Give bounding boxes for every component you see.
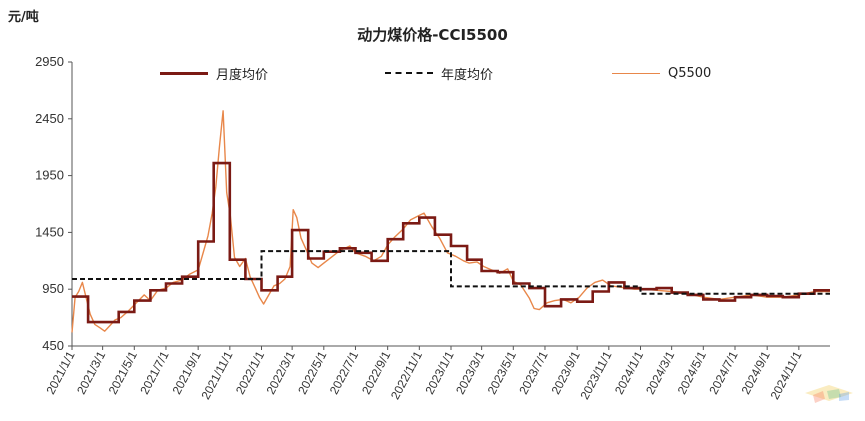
x-tick-label: 2023/5/1	[485, 349, 519, 397]
x-tick-label: 2022/9/1	[359, 349, 393, 397]
x-tick-label: 2023/1/1	[422, 349, 456, 397]
watermark-logo	[805, 385, 853, 403]
y-tick-label: 2950	[35, 54, 64, 69]
y-tick-label: 1950	[35, 168, 64, 183]
x-tick-label: 2022/11/1	[388, 349, 425, 402]
y-tick-label: 2450	[35, 111, 64, 126]
legend-item-annual-avg: 年度均价	[385, 63, 493, 83]
x-tick-label: 2023/7/1	[516, 349, 550, 397]
chart-title: 动力煤价格-CCI5500	[357, 26, 508, 44]
y-axis-unit-label: 元/吨	[8, 10, 39, 25]
legend-swatch-monthly-avg	[160, 71, 208, 75]
legend-swatch-annual-avg	[385, 72, 433, 74]
x-tick-label: 2023/11/1	[577, 349, 614, 402]
legend-label-q5500: Q5500	[668, 65, 712, 81]
y-tick-label: 1450	[35, 224, 64, 239]
series-line-monthly-avg	[72, 161, 830, 324]
x-tick-label: 2024/9/1	[739, 349, 773, 397]
x-tick-label: 2024/5/1	[675, 349, 709, 397]
x-tick-label: 2022/1/1	[233, 349, 267, 397]
series-line-annual-avg	[72, 250, 830, 295]
x-tick-label: 2021/7/1	[137, 349, 171, 397]
legend-item-q5500: Q5500	[612, 63, 711, 83]
plot-area: 45095014501950245029502021/1/12021/3/120…	[35, 54, 830, 402]
x-tick-label: 2023/9/1	[549, 349, 583, 397]
x-tick-label: 2021/9/1	[170, 349, 204, 397]
y-tick-label: 450	[42, 338, 64, 353]
x-tick-label: 2024/1/1	[612, 349, 646, 397]
x-tick-label: 2023/3/1	[453, 349, 487, 397]
x-tick-label: 2021/3/1	[74, 349, 108, 397]
x-tick-label: 2021/11/1	[198, 349, 235, 402]
x-tick-label: 2022/7/1	[327, 349, 361, 397]
legend-swatch-q5500	[612, 72, 660, 74]
x-tick-label: 2022/3/1	[263, 349, 297, 397]
legend-label-monthly-avg: 月度均价	[216, 67, 269, 83]
x-tick-label: 2021/5/1	[106, 349, 140, 397]
x-tick-label: 2021/1/1	[43, 349, 77, 397]
legend-item-monthly-avg: 月度均价	[160, 63, 268, 83]
x-tick-label: 2022/5/1	[295, 349, 329, 397]
legend-label-annual-avg: 年度均价	[441, 67, 494, 83]
x-tick-label: 2024/7/1	[706, 349, 740, 397]
y-tick-label: 950	[42, 281, 64, 296]
x-tick-label: 2024/3/1	[643, 349, 677, 397]
